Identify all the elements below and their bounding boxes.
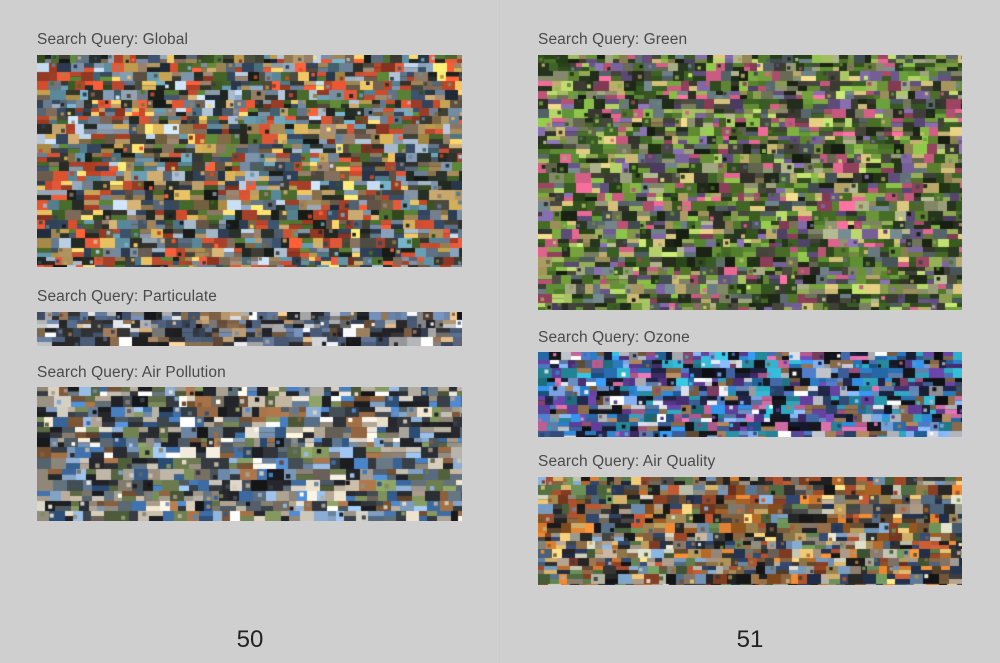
image-mosaic-ozone (538, 352, 962, 437)
image-mosaic-particulate (37, 312, 462, 346)
image-mosaic-air-quality (538, 477, 962, 585)
panel-label-ozone: Search Query: Ozone (538, 329, 690, 346)
book-spine (499, 0, 501, 663)
panel-label-air-quality: Search Query: Air Quality (538, 453, 716, 470)
panel-label-global: Search Query: Global (37, 31, 189, 48)
panel-label-air-pollution: Search Query: Air Pollution (37, 364, 226, 381)
page-number-left: 50 (236, 626, 264, 653)
image-mosaic-air-pollution (37, 387, 462, 521)
panel-label-particulate: Search Query: Particulate (37, 288, 217, 305)
image-mosaic-global (37, 55, 462, 267)
panel-label-green: Search Query: Green (538, 31, 688, 48)
page-number-right: 51 (736, 626, 764, 653)
image-mosaic-green (538, 55, 962, 310)
